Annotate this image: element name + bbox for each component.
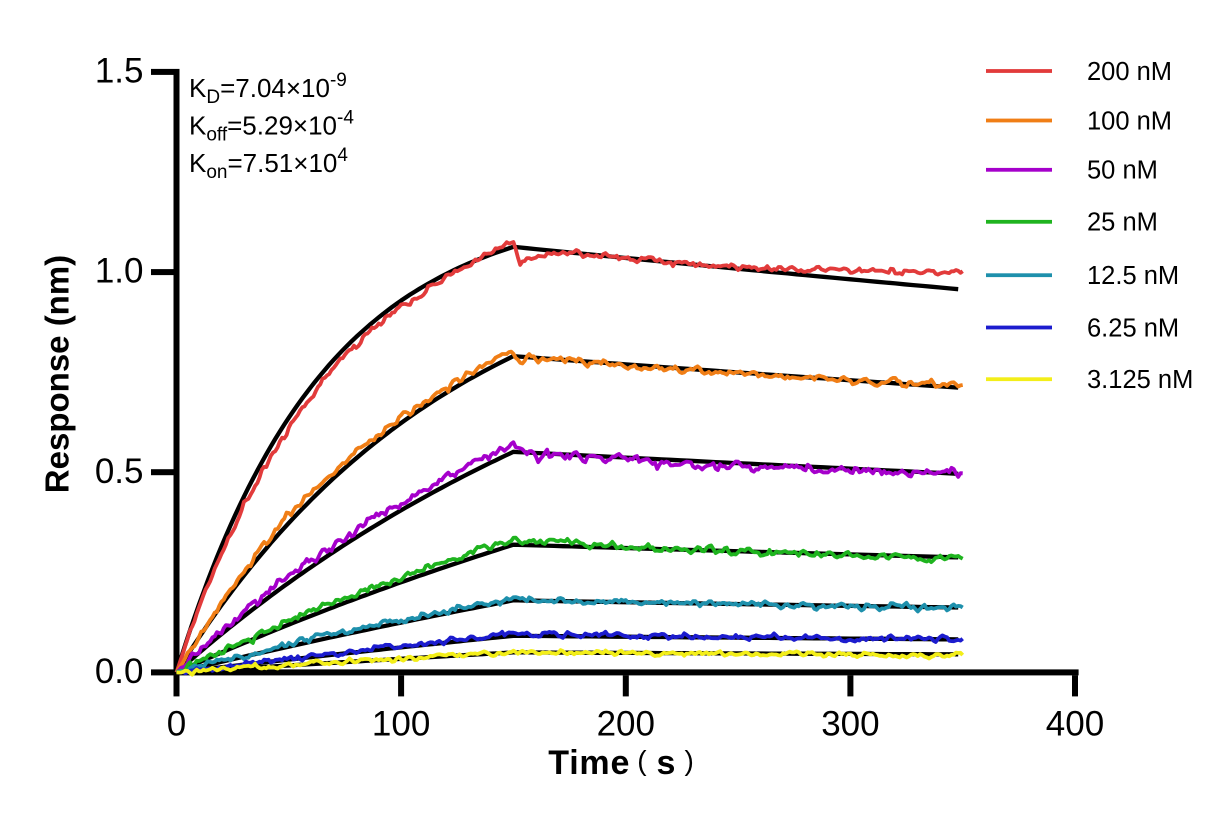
- svg-text:0.0: 0.0: [95, 652, 144, 691]
- svg-text:300: 300: [821, 704, 879, 743]
- svg-text:200: 200: [597, 704, 655, 743]
- svg-text:100: 100: [372, 704, 430, 743]
- svg-text:100 nM: 100 nM: [1087, 107, 1172, 135]
- svg-text:0.5: 0.5: [95, 452, 144, 491]
- svg-text:25 nM: 25 nM: [1087, 209, 1158, 237]
- svg-text:3.125 nM: 3.125 nM: [1087, 366, 1193, 394]
- svg-text:12.5 nM: 12.5 nM: [1087, 262, 1179, 290]
- svg-text:Time(s): Time(s): [548, 744, 694, 782]
- svg-text:1.5: 1.5: [95, 52, 144, 91]
- svg-text:KD=7.04×10-9: KD=7.04×10-9: [189, 70, 347, 108]
- svg-text:400: 400: [1046, 704, 1104, 743]
- svg-text:0: 0: [167, 704, 186, 743]
- svg-text:Koff=5.29×10-4: Koff=5.29×10-4: [189, 108, 354, 146]
- svg-text:1.0: 1.0: [95, 252, 144, 291]
- svg-text:50 nM: 50 nM: [1087, 157, 1158, 185]
- svg-text:Response (nm): Response (nm): [39, 255, 76, 493]
- svg-text:200 nM: 200 nM: [1087, 58, 1172, 86]
- svg-text:6.25 nM: 6.25 nM: [1087, 314, 1179, 342]
- svg-text:Kon=7.51×104: Kon=7.51×104: [189, 145, 348, 183]
